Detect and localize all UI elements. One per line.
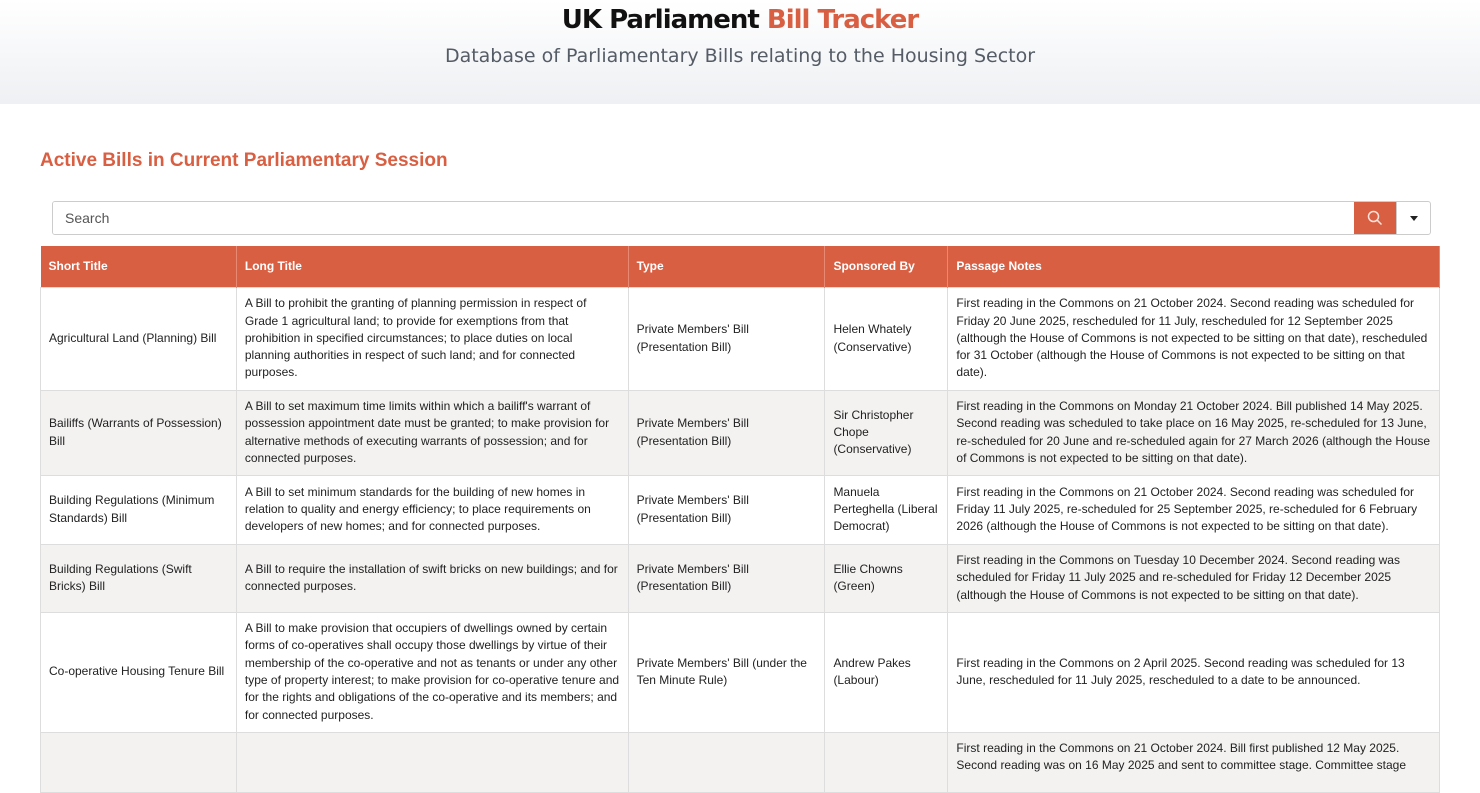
search-input[interactable] <box>53 202 1354 234</box>
passage-notes-cell: First reading in the Commons on 21 Octob… <box>947 286 1440 391</box>
sponsor-cell: Ellie Chowns (Green) <box>824 543 949 613</box>
column-header-short-title[interactable]: Short Title <box>40 246 237 287</box>
short-title-cell: Building Regulations (Swift Bricks) Bill <box>40 543 237 613</box>
sponsor-cell: Helen Whately (Conservative) <box>824 286 949 391</box>
long-title-cell: A Bill to require the installation of sw… <box>235 543 629 613</box>
column-header-passage-notes[interactable]: Passage Notes <box>947 246 1440 287</box>
title-accent: Bill Tracker <box>766 5 919 35</box>
passage-notes-cell: First reading in the Commons on 21 Octob… <box>947 474 1440 545</box>
passage-notes-cell: First reading in the Commons on 2 April … <box>947 611 1440 733</box>
passage-notes-cell: First reading in the Commons on Tuesday … <box>947 543 1440 613</box>
table-row[interactable]: Bailiffs (Warrants of Possession) Bill A … <box>40 389 1440 476</box>
title-main: UK Parliament <box>561 5 760 35</box>
app-subtitle: Database of Parliamentary Bills relating… <box>444 45 1036 67</box>
type-cell: Private Members' Bill (under the Ten Min… <box>627 611 826 733</box>
search-bar <box>52 201 1431 235</box>
column-header-long-title[interactable]: Long Title <box>236 246 629 287</box>
section-title: Active Bills in Current Parliamentary Se… <box>40 150 448 171</box>
long-title-cell: A Bill to set minimum standards for the … <box>235 474 629 545</box>
long-title-cell <box>235 731 629 793</box>
type-cell: Private Members' Bill (Presentation Bill… <box>627 389 826 476</box>
table-row[interactable]: First reading in the Commons on 21 Octob… <box>40 731 1440 793</box>
search-options-dropdown[interactable] <box>1396 202 1430 234</box>
short-title-cell: Agricultural Land (Planning) Bill <box>40 286 237 391</box>
short-title-cell: Bailiffs (Warrants of Possession) Bill <box>40 389 237 476</box>
table-row[interactable]: Building Regulations (Swift Bricks) Bill… <box>40 543 1440 613</box>
passage-notes-cell: First reading in the Commons on 21 Octob… <box>947 731 1440 793</box>
table-header-row: Short Title Long Title Type Sponsored By… <box>40 246 1440 287</box>
bills-table: Short Title Long Title Type Sponsored By… <box>40 246 1440 793</box>
column-header-sponsored-by[interactable]: Sponsored By <box>824 246 949 287</box>
short-title-cell: Building Regulations (Minimum Standards)… <box>40 474 237 545</box>
table-row[interactable]: Agricultural Land (Planning) Bill A Bill … <box>40 286 1440 391</box>
short-title-cell: Co-operative Housing Tenure Bill <box>40 611 237 733</box>
caret-down-icon <box>1409 215 1418 221</box>
sponsor-cell: Andrew Pakes (Labour) <box>824 611 949 733</box>
search-button[interactable] <box>1354 202 1396 234</box>
type-cell <box>627 731 826 793</box>
passage-notes-cell: First reading in the Commons on Monday 2… <box>947 389 1440 476</box>
long-title-cell: A Bill to set maximum time limits within… <box>235 389 629 476</box>
sponsor-cell <box>824 731 949 793</box>
app-title: UK Parliament Bill Tracker <box>0 0 1480 35</box>
table-row[interactable]: Co-operative Housing Tenure Bill A Bill t… <box>40 611 1440 733</box>
short-title-cell <box>40 731 237 793</box>
type-cell: Private Members' Bill (Presentation Bill… <box>627 543 826 613</box>
type-cell: Private Members' Bill (Presentation Bill… <box>627 286 826 391</box>
search-icon <box>1367 210 1383 226</box>
long-title-cell: A Bill to prohibit the granting of plann… <box>235 286 629 391</box>
type-cell: Private Members' Bill (Presentation Bill… <box>627 474 826 545</box>
page-header: UK Parliament Bill Tracker Database of P… <box>0 0 1480 104</box>
long-title-cell: A Bill to make provision that occupiers … <box>235 611 629 733</box>
column-header-type[interactable]: Type <box>628 246 826 287</box>
table-row[interactable]: Building Regulations (Minimum Standards)… <box>40 474 1440 545</box>
sponsor-cell: Manuela Perteghella (Liberal Democrat) <box>824 474 949 545</box>
sponsor-cell: Sir Christopher Chope (Conservative) <box>824 389 949 476</box>
